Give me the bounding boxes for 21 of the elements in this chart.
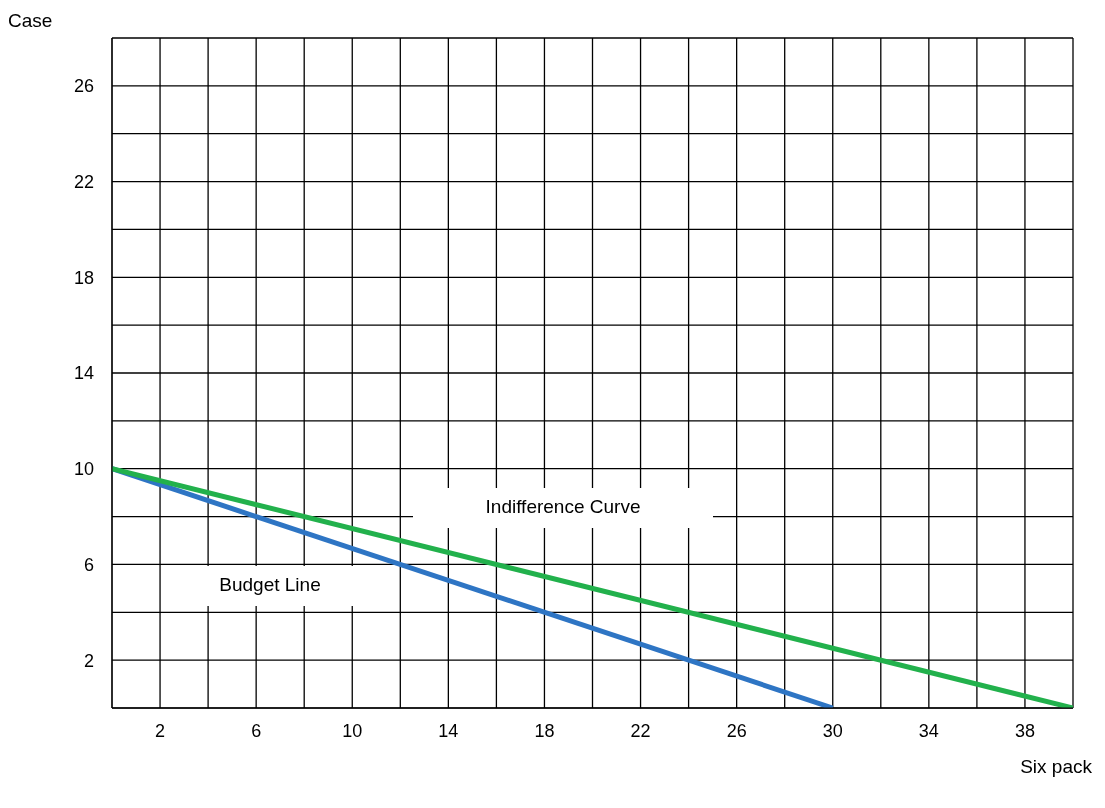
y-tick-label: 6 [83,554,94,575]
y-tick-label: 2 [83,650,94,671]
y-tick-label: 26 [73,76,94,97]
x-tick-label: 10 [342,720,363,741]
x-axis-title: Six pack [1020,756,1092,778]
x-tick-label: 2 [155,720,166,741]
x-tick-label: 6 [251,720,262,741]
x-tick-label: 30 [822,720,843,741]
x-tick-label: 14 [438,720,459,741]
y-tick-label: 14 [73,363,94,384]
x-tick-label: 38 [1014,720,1035,741]
y-tick-label: 18 [73,267,94,288]
annotation: Budget Line [219,574,321,595]
x-tick-label: 18 [534,720,555,741]
y-tick-label: 22 [73,171,94,192]
y-axis-title: Case [8,10,53,32]
y-tick-label: 10 [73,459,94,480]
x-tick-label: 22 [630,720,651,741]
annotation: Indifference Curve [485,496,641,517]
x-tick-label: 26 [726,720,747,741]
x-tick-label: 34 [918,720,939,741]
